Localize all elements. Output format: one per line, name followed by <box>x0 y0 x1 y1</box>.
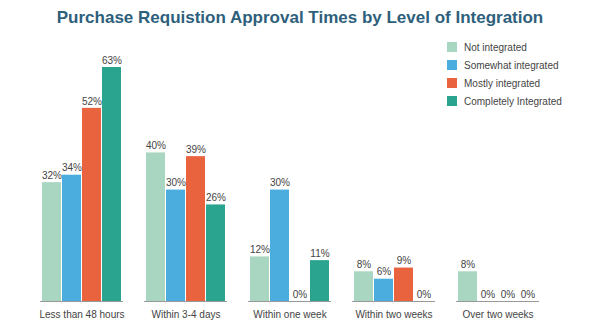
svg-text:34%: 34% <box>62 162 82 173</box>
html-text:Somewhat integrated: Somewhat integrated <box>464 59 559 71</box>
svg-text:Over two weeks: Over two weeks <box>462 309 533 320</box>
svg-text:63%: 63% <box>102 55 122 66</box>
html-text:Mostly integrated: Mostly integrated <box>464 77 541 89</box>
html-text:Completely Integrated: Completely Integrated <box>464 95 562 107</box>
svg-text:52%: 52% <box>82 96 102 107</box>
svg-text:32%: 32% <box>42 170 62 181</box>
html-text:Purchase Requistion Approval T: Purchase Requistion Approval Times by Le… <box>56 8 544 27</box>
svg-text:0%: 0% <box>501 289 516 300</box>
svg-text:0%: 0% <box>521 289 536 300</box>
svg-text:Within two weeks: Within two weeks <box>355 309 432 320</box>
svg-text:6%: 6% <box>377 266 392 277</box>
svg-text:40%: 40% <box>146 140 166 151</box>
svg-text:0%: 0% <box>481 289 496 300</box>
svg-text:8%: 8% <box>357 259 372 270</box>
svg-text:30%: 30% <box>166 177 186 188</box>
svg-text:39%: 39% <box>186 144 206 155</box>
svg-text:30%: 30% <box>270 177 290 188</box>
svg-text:9%: 9% <box>397 255 412 266</box>
svg-text:0%: 0% <box>293 289 308 300</box>
svg-text:Within 3-4 days: Within 3-4 days <box>152 309 221 320</box>
svg-text:11%: 11% <box>310 248 329 259</box>
svg-text:26%: 26% <box>206 192 226 203</box>
svg-text:12%: 12% <box>250 244 270 255</box>
svg-text:Within one week: Within one week <box>253 309 327 320</box>
svg-text:Less than 48 hours: Less than 48 hours <box>39 309 124 320</box>
svg-text:8%: 8% <box>461 259 476 270</box>
html-text:Not integrated: Not integrated <box>464 41 527 53</box>
svg-text:0%: 0% <box>417 289 432 300</box>
